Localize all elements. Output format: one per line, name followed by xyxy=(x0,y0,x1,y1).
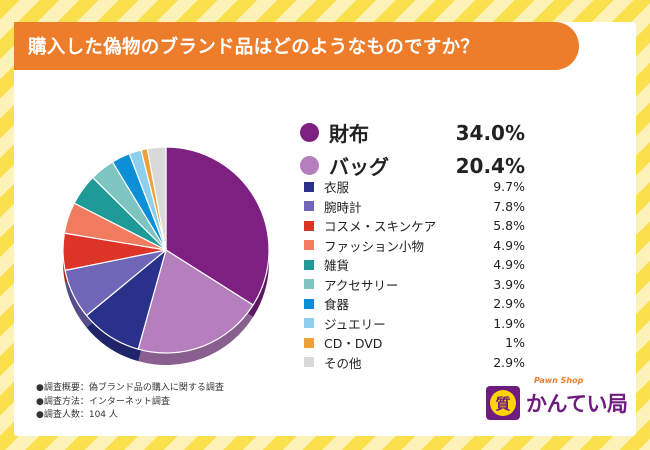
legend-label: ジュエリー xyxy=(324,316,386,332)
legend-item: ジュエリー 1.9% xyxy=(300,314,525,334)
brand-logo: 質 Pawn Shop かんてい局 ® xyxy=(486,374,628,426)
legend-item: アクセサリー 3.9% xyxy=(300,275,525,295)
legend-item: バッグ 20.4% xyxy=(300,149,525,182)
legend-item: 衣服 9.7% xyxy=(300,177,525,197)
registered-mark: ® xyxy=(618,408,624,415)
pie-chart xyxy=(62,146,270,365)
legend-item: 食器 2.9% xyxy=(300,294,525,314)
legend-label: 食器 xyxy=(324,297,350,313)
legend-swatch xyxy=(304,279,314,290)
legend-label: 財布 xyxy=(329,122,369,146)
survey-note-method: ●調査方法：インターネット調査 xyxy=(36,396,170,407)
legend-value: 9.7% xyxy=(493,179,525,195)
legend-value: 2.9% xyxy=(493,354,525,370)
legend-swatch xyxy=(304,181,314,192)
title-banner: 購入した偽物のブランド品はどのようなものですか？ xyxy=(14,22,579,70)
legend-item: 腕時計 7.8% xyxy=(300,197,525,217)
legend-label: その他 xyxy=(324,355,362,371)
legend-swatch xyxy=(300,123,319,142)
legend-value: 3.9% xyxy=(493,276,525,292)
legend-value: 2.9% xyxy=(493,296,525,312)
legend-label: ファッション小物 xyxy=(324,238,425,254)
legend-label: 雑貨 xyxy=(324,258,350,274)
legend-item: その他 2.9% xyxy=(300,353,525,373)
survey-note-overview: ●調査概要：偽ブランド品の購入に関する調査 xyxy=(36,383,224,393)
legend-swatch xyxy=(304,240,314,251)
legend-item: 雑貨 4.9% xyxy=(300,255,525,275)
legend-label: アクセサリー xyxy=(324,277,399,293)
legend-minor: 衣服 9.7% 腕時計 7.8% コスメ・スキンケア 5.8% ファッション小物 4.9% 雑貨… xyxy=(300,177,525,372)
legend-label: CD・DVD xyxy=(324,336,383,352)
legend-major: 財布 34.0% バッグ 20.4% xyxy=(300,116,525,182)
legend-item: CD・DVD 1% xyxy=(300,333,525,353)
logo-name: かんてい局 xyxy=(526,392,628,416)
legend-swatch xyxy=(304,337,314,348)
legend-swatch xyxy=(304,201,314,212)
pie-slice-11 xyxy=(146,146,167,251)
legend-label: 腕時計 xyxy=(324,199,362,215)
legend-value: 4.9% xyxy=(493,237,525,253)
logo-tagline: Pawn Shop xyxy=(534,376,584,385)
pawn-mark-icon: 質 xyxy=(486,386,520,420)
legend-value: 1% xyxy=(505,335,525,351)
legend-value: 4.9% xyxy=(493,257,525,273)
chart-title: 購入した偽物のブランド品はどのようなものですか？ xyxy=(28,37,480,58)
legend-swatch xyxy=(304,318,314,329)
legend-label: バッグ xyxy=(329,155,389,179)
pie-slice-0 xyxy=(165,146,270,306)
pie-slice-1 xyxy=(137,249,254,354)
legend-swatch xyxy=(300,156,319,175)
legend-value: 1.9% xyxy=(493,315,525,331)
legend-swatch xyxy=(304,298,314,309)
legend-value: 20.4% xyxy=(455,153,525,178)
survey-note-count: ●調査人数：104 人 xyxy=(36,410,118,420)
chart-card: 購入した偽物のブランド品はどのようなものですか？ 財布 34.0% バッグ 20.4%… xyxy=(14,22,636,436)
legend-swatch xyxy=(304,357,314,368)
legend-value: 5.8% xyxy=(493,218,525,234)
legend-swatch xyxy=(304,259,314,270)
legend-item: ファッション小物 4.9% xyxy=(300,236,525,256)
legend-label: コスメ・スキンケア xyxy=(324,219,437,235)
legend-swatch xyxy=(304,220,314,231)
legend-item: コスメ・スキンケア 5.8% xyxy=(300,216,525,236)
legend-label: 衣服 xyxy=(324,180,350,196)
legend-value: 34.0% xyxy=(455,120,525,145)
legend-value: 7.8% xyxy=(493,198,525,214)
survey-notes: ●調査概要：偽ブランド品の購入に関する調査 ●調査方法：インターネット調査 ●調… xyxy=(36,382,224,423)
legend-item: 財布 34.0% xyxy=(300,116,525,149)
